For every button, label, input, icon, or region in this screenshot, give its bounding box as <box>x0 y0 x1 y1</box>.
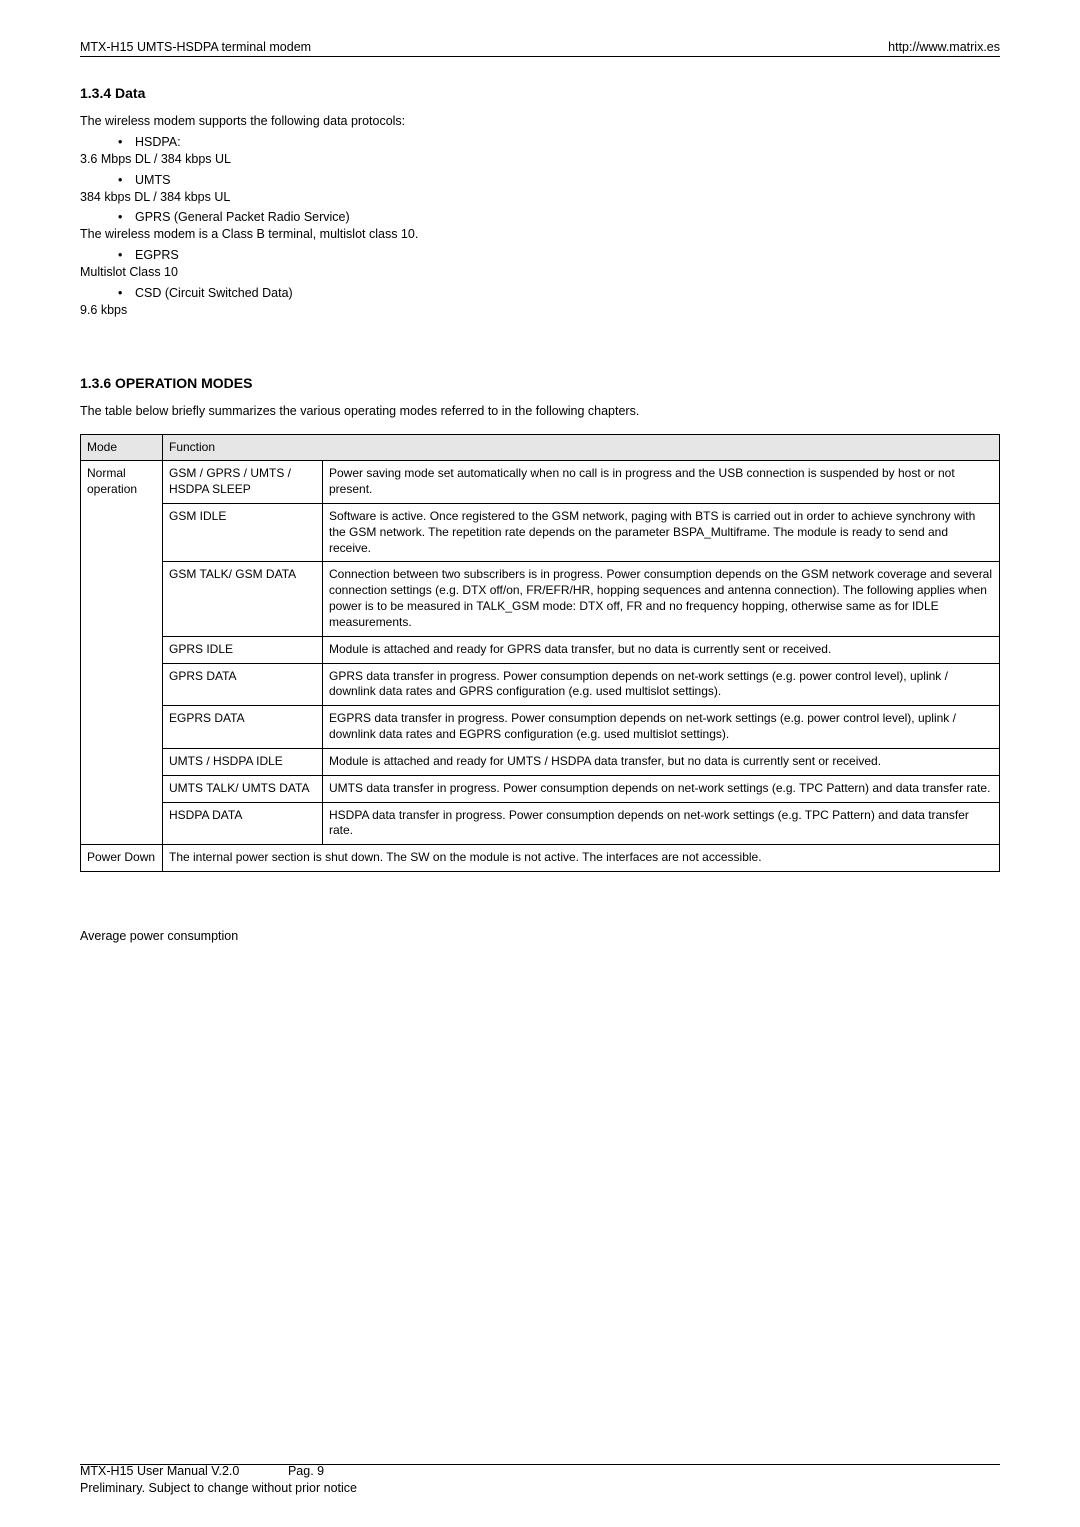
average-power-label: Average power consumption <box>80 928 1000 945</box>
data-intro: The wireless modem supports the followin… <box>80 113 1000 130</box>
header-right: http://www.matrix.es <box>888 40 1000 54</box>
bullet-sub: 384 kbps DL / 384 kbps UL <box>80 189 1000 206</box>
cell-desc: UMTS data transfer in progress. Power co… <box>323 775 1000 802</box>
cell-name: HSDPA DATA <box>163 802 323 845</box>
section-heading-data: 1.3.4 Data <box>80 85 1000 101</box>
bullet-item: CSD (Circuit Switched Data) <box>80 285 1000 302</box>
cell-name: GSM IDLE <box>163 503 323 561</box>
data-section: 1.3.4 Data The wireless modem supports t… <box>80 85 1000 319</box>
bullet-item: GPRS (General Packet Radio Service) <box>80 209 1000 226</box>
table-row: GPRS IDLE Module is attached and ready f… <box>81 636 1000 663</box>
cell-name: GPRS IDLE <box>163 636 323 663</box>
bullet-item: UMTS <box>80 172 1000 189</box>
cell-desc: Connection between two subscribers is in… <box>323 562 1000 636</box>
bullet-item: EGPRS <box>80 247 1000 264</box>
bullet-sub: The wireless modem is a Class B terminal… <box>80 226 1000 243</box>
cell-mode: Normal operation <box>81 461 163 845</box>
cell-desc: HSDPA data transfer in progress. Power c… <box>323 802 1000 845</box>
table-row: Power Down The internal power section is… <box>81 845 1000 872</box>
table-row: Normal operation GSM / GPRS / UMTS / HSD… <box>81 461 1000 504</box>
section-heading-modes: 1.3.6 OPERATION MODES <box>80 375 1000 391</box>
table-row: GSM TALK/ GSM DATA Connection between tw… <box>81 562 1000 636</box>
footer-line2: Preliminary. Subject to change without p… <box>80 1481 357 1495</box>
table-row: GSM IDLE Software is active. Once regist… <box>81 503 1000 561</box>
footer-line1-right: Pag. 9 <box>288 1464 324 1478</box>
table-row: UMTS / HSDPA IDLE Module is attached and… <box>81 748 1000 775</box>
cell-desc: Software is active. Once registered to t… <box>323 503 1000 561</box>
cell-desc: Module is attached and ready for GPRS da… <box>323 636 1000 663</box>
cell-name: GSM / GPRS / UMTS / HSDPA SLEEP <box>163 461 323 504</box>
cell-mode: Power Down <box>81 845 163 872</box>
bullet-sub: Multislot Class 10 <box>80 264 1000 281</box>
cell-desc: Power saving mode set automatically when… <box>323 461 1000 504</box>
bullet-sub: 3.6 Mbps DL / 384 kbps UL <box>80 151 1000 168</box>
cell-name: UMTS / HSDPA IDLE <box>163 748 323 775</box>
cell-name: GSM TALK/ GSM DATA <box>163 562 323 636</box>
cell-name: UMTS TALK/ UMTS DATA <box>163 775 323 802</box>
modes-section: 1.3.6 OPERATION MODES The table below br… <box>80 375 1000 872</box>
page-header: MTX-H15 UMTS-HSDPA terminal modem http:/… <box>80 40 1000 57</box>
table-row: HSDPA DATA HSDPA data transfer in progre… <box>81 802 1000 845</box>
col-mode: Mode <box>81 434 163 461</box>
page-footer: MTX-H15 User Manual V.2.0 Pag. 9 Prelimi… <box>80 1463 1000 1497</box>
table-row: GPRS DATA GPRS data transfer in progress… <box>81 663 1000 706</box>
bullet-item: HSDPA: <box>80 134 1000 151</box>
footer-line1-left: MTX-H15 User Manual V.2.0 <box>80 1464 239 1478</box>
cell-desc: Module is attached and ready for UMTS / … <box>323 748 1000 775</box>
modes-table: Mode Function Normal operation GSM / GPR… <box>80 434 1000 873</box>
cell-name: EGPRS DATA <box>163 706 323 749</box>
cell-desc: GPRS data transfer in progress. Power co… <box>323 663 1000 706</box>
cell-name: GPRS DATA <box>163 663 323 706</box>
bullet-sub: 9.6 kbps <box>80 302 1000 319</box>
cell-desc: EGPRS data transfer in progress. Power c… <box>323 706 1000 749</box>
col-function: Function <box>163 434 1000 461</box>
cell-desc: The internal power section is shut down.… <box>163 845 1000 872</box>
table-row: EGPRS DATA EGPRS data transfer in progre… <box>81 706 1000 749</box>
table-row: UMTS TALK/ UMTS DATA UMTS data transfer … <box>81 775 1000 802</box>
table-header-row: Mode Function <box>81 434 1000 461</box>
header-left: MTX-H15 UMTS-HSDPA terminal modem <box>80 40 311 54</box>
modes-intro: The table below briefly summarizes the v… <box>80 403 1000 420</box>
